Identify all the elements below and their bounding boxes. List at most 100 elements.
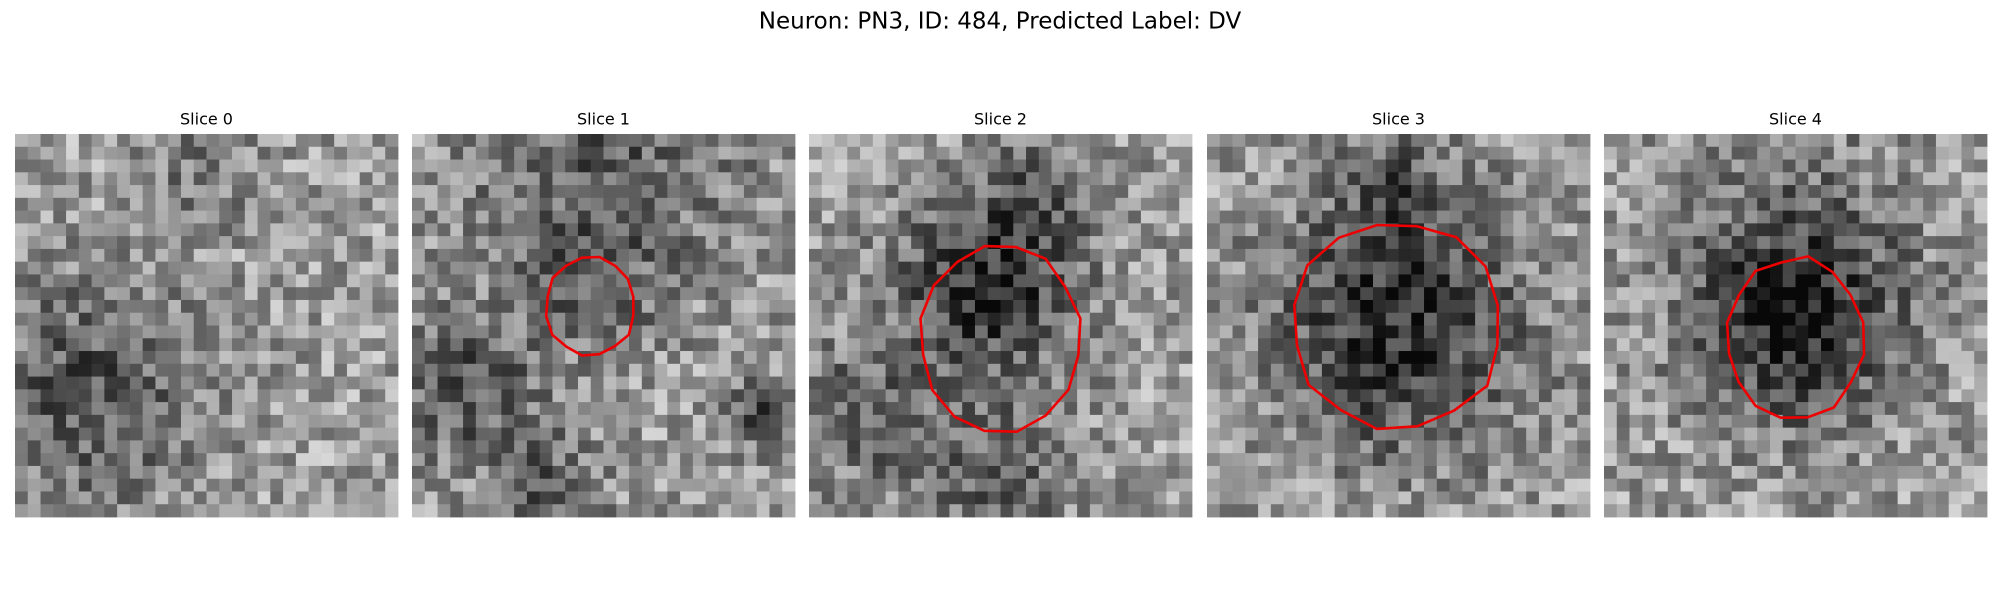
pixel bbox=[872, 389, 886, 403]
pixel bbox=[308, 210, 322, 224]
pixel bbox=[1821, 440, 1835, 454]
pixel bbox=[1153, 402, 1167, 416]
pixel bbox=[1551, 504, 1565, 518]
pixel bbox=[1077, 478, 1091, 492]
pixel bbox=[180, 402, 195, 416]
pixel bbox=[923, 504, 938, 518]
pixel bbox=[885, 312, 899, 326]
pixel bbox=[1795, 478, 1809, 492]
pixel bbox=[244, 236, 258, 250]
pixel bbox=[40, 414, 54, 429]
pixel bbox=[372, 363, 386, 377]
pixel bbox=[1538, 325, 1553, 339]
pixel bbox=[1757, 389, 1771, 403]
pixel bbox=[847, 478, 861, 492]
pixel bbox=[232, 172, 246, 186]
pixel bbox=[1102, 440, 1116, 454]
pixel bbox=[488, 261, 502, 275]
pixel bbox=[949, 453, 963, 467]
pixel bbox=[629, 453, 643, 467]
pixel bbox=[257, 274, 271, 288]
pixel bbox=[962, 338, 976, 352]
pixel bbox=[1166, 172, 1180, 186]
pixel bbox=[142, 427, 156, 441]
pixel bbox=[1309, 504, 1323, 518]
pixel bbox=[206, 389, 220, 403]
pixel bbox=[1487, 261, 1502, 275]
pixel bbox=[295, 299, 310, 314]
pixel bbox=[372, 491, 386, 505]
pixel bbox=[450, 159, 464, 173]
pixel bbox=[782, 325, 796, 339]
pixel bbox=[66, 376, 80, 390]
pixel bbox=[872, 440, 886, 454]
pixel bbox=[437, 351, 451, 365]
pixel bbox=[756, 504, 770, 518]
pixel bbox=[1884, 363, 1899, 377]
pixel bbox=[1321, 453, 1336, 467]
pixel bbox=[1026, 491, 1040, 505]
pixel bbox=[577, 414, 592, 429]
pixel bbox=[1667, 236, 1681, 250]
pixel bbox=[1757, 248, 1771, 263]
pixel bbox=[1731, 197, 1745, 211]
pixel bbox=[1821, 274, 1835, 288]
pixel bbox=[1166, 389, 1180, 403]
pixel bbox=[667, 312, 681, 326]
pixel bbox=[1629, 312, 1643, 326]
pixel bbox=[1744, 351, 1758, 365]
pixel bbox=[1782, 478, 1796, 492]
pixel bbox=[385, 491, 399, 505]
pixel bbox=[1436, 312, 1450, 326]
pixel bbox=[898, 414, 912, 429]
pixel bbox=[616, 146, 630, 160]
pixel bbox=[53, 236, 67, 250]
pixel bbox=[1360, 146, 1374, 160]
pixel bbox=[385, 287, 399, 301]
pixel bbox=[15, 414, 29, 429]
pixel bbox=[809, 299, 823, 314]
pixel bbox=[821, 504, 835, 518]
pixel bbox=[1718, 427, 1733, 441]
pixel bbox=[1884, 440, 1899, 454]
pixel bbox=[1321, 197, 1336, 211]
pixel bbox=[1769, 453, 1784, 467]
pixel bbox=[1551, 312, 1565, 326]
pixel bbox=[1153, 248, 1167, 263]
pixel bbox=[1948, 274, 1962, 288]
pixel bbox=[603, 236, 617, 250]
pixel bbox=[590, 363, 604, 377]
pixel bbox=[923, 338, 938, 352]
pixel bbox=[1680, 274, 1694, 288]
pixel bbox=[463, 223, 477, 237]
pixel bbox=[590, 376, 604, 390]
pixel bbox=[91, 465, 105, 480]
pixel bbox=[667, 402, 681, 416]
pixel bbox=[1115, 299, 1129, 314]
pixel bbox=[616, 402, 630, 416]
pixel bbox=[1089, 376, 1104, 390]
pixel bbox=[1961, 287, 1975, 301]
pixel bbox=[1334, 299, 1348, 314]
pixel bbox=[1179, 287, 1193, 301]
pixel bbox=[1038, 351, 1052, 365]
pixel bbox=[1115, 453, 1129, 467]
pixel bbox=[1207, 491, 1221, 505]
pixel bbox=[15, 402, 29, 416]
pixel bbox=[1385, 478, 1399, 492]
pixel bbox=[539, 185, 553, 199]
pixel bbox=[40, 197, 54, 211]
pixel bbox=[743, 478, 758, 492]
pixel bbox=[1102, 236, 1116, 250]
pixel bbox=[1667, 440, 1681, 454]
pixel bbox=[1731, 389, 1745, 403]
pixel bbox=[1347, 210, 1361, 224]
pixel bbox=[1089, 389, 1104, 403]
pixel bbox=[1923, 287, 1937, 301]
pixel bbox=[1153, 299, 1167, 314]
pixel bbox=[1166, 134, 1180, 148]
pixel bbox=[283, 376, 297, 390]
pixel bbox=[1360, 389, 1374, 403]
pixel bbox=[1385, 210, 1399, 224]
pixel bbox=[1629, 261, 1643, 275]
